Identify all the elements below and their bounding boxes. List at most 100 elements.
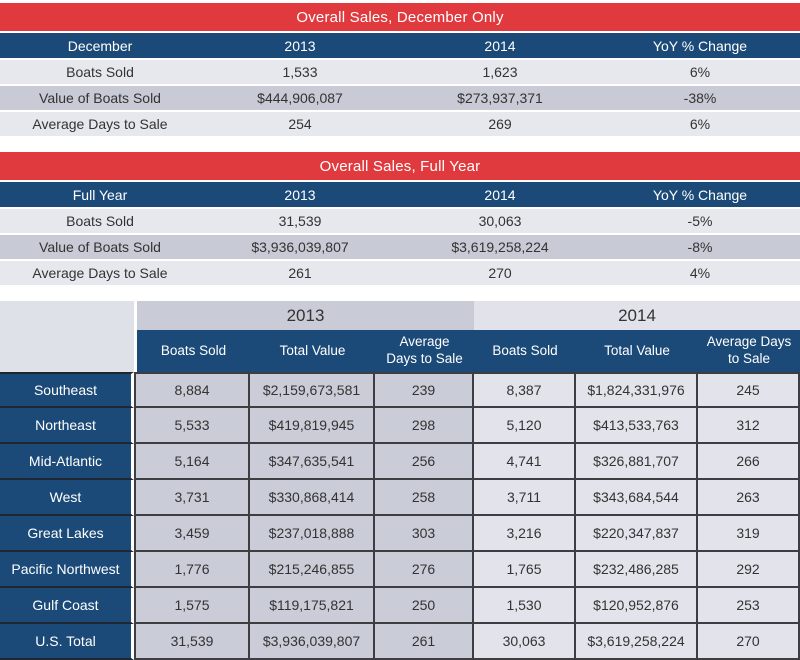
table-row: Value of Boats Sold $444,906,087 $273,937,… <box>0 86 800 110</box>
column-header-yoy: YoY % Change <box>652 186 748 203</box>
value-cell: 1,533 <box>282 64 318 80</box>
value-cell: -8% <box>687 239 713 255</box>
value-cell: 5,533 <box>134 408 250 444</box>
table-row: West 3,731 $330,868,414 258 3,711 $343,684,54… <box>0 480 800 516</box>
value-cell: 30,063 <box>474 624 576 660</box>
december-sales-table: Overall Sales, December Only December 20… <box>0 3 800 136</box>
column-header-boats-sold-2014: Boats Sold <box>492 342 558 358</box>
table-row: Great Lakes 3,459 $237,018,888 303 3,216 $220… <box>0 516 800 552</box>
value-cell: 6% <box>689 64 711 80</box>
value-cell: $330,868,414 <box>250 480 375 516</box>
value-cell: 5,120 <box>474 408 576 444</box>
table-row: Mid-Atlantic 5,164 $347,635,541 256 4,741 $32… <box>0 444 800 480</box>
table-row: Average Days to Sale 254 269 6% <box>0 112 800 136</box>
row-label: Value of Boats Sold <box>39 239 161 255</box>
value-cell: 266 <box>698 444 800 480</box>
region-label: Mid-Atlantic <box>0 444 134 480</box>
value-cell: 31,539 <box>278 213 322 229</box>
year-group-2014: 2014 <box>474 301 800 330</box>
regional-table-body: Southeast 8,884 $2,159,673,581 239 8,387 $1,8… <box>0 372 800 660</box>
december-table-header-row: December 2013 2014 YoY % Change <box>0 33 800 58</box>
full-year-table-body: Boats Sold 31,539 30,063 -5% Value of Boats … <box>0 209 800 285</box>
value-cell: 253 <box>698 588 800 624</box>
value-cell: 319 <box>698 516 800 552</box>
region-label: Gulf Coast <box>0 588 134 624</box>
full-year-table-header-row: Full Year 2013 2014 YoY % Change <box>0 182 800 207</box>
column-header-2013: 2013 <box>284 37 316 54</box>
full-year-table-title: Overall Sales, Full Year <box>0 152 800 180</box>
value-cell: $3,619,258,224 <box>451 239 549 255</box>
regional-column-header-row: Boats Sold Total Value Average Days to S… <box>0 330 800 372</box>
value-cell: $1,824,331,976 <box>576 372 698 408</box>
region-label: Great Lakes <box>0 516 134 552</box>
value-cell: $343,684,544 <box>576 480 698 516</box>
value-cell: $273,937,371 <box>457 90 543 106</box>
value-cell: 1,530 <box>474 588 576 624</box>
value-cell: 3,711 <box>474 480 576 516</box>
value-cell: 8,387 <box>474 372 576 408</box>
regional-sales-table: 2013 2014 Boats Sold Total Value Average… <box>0 301 800 660</box>
value-cell: -5% <box>687 213 713 229</box>
value-cell: 276 <box>375 552 474 588</box>
value-cell: 1,765 <box>474 552 576 588</box>
value-cell: 270 <box>698 624 800 660</box>
table-row: Boats Sold 31,539 30,063 -5% <box>0 209 800 233</box>
region-label: Northeast <box>0 408 134 444</box>
table-row: Average Days to Sale 261 270 4% <box>0 261 800 285</box>
column-header-yoy: YoY % Change <box>652 37 748 54</box>
value-cell: $237,018,888 <box>250 516 375 552</box>
column-header-boats-sold-2013: Boats Sold <box>160 342 227 358</box>
year-group-header-row: 2013 2014 <box>0 301 800 330</box>
region-label: U.S. Total <box>0 624 134 660</box>
value-cell: $413,533,763 <box>576 408 698 444</box>
column-header-avg-days-2014: Average Days to Sale <box>706 334 792 366</box>
value-cell: 4% <box>689 265 711 281</box>
value-cell: 31,539 <box>134 624 250 660</box>
value-cell: $220,347,837 <box>576 516 698 552</box>
value-cell: 30,063 <box>478 213 522 229</box>
value-cell: 256 <box>375 444 474 480</box>
december-table-body: Boats Sold 1,533 1,623 6% Value of Boats Sol… <box>0 60 800 136</box>
value-cell: 292 <box>698 552 800 588</box>
value-cell: 245 <box>698 372 800 408</box>
value-cell: 3,216 <box>474 516 576 552</box>
value-cell: 3,459 <box>134 516 250 552</box>
column-header-2014: 2014 <box>484 37 516 54</box>
row-label: Value of Boats Sold <box>39 90 161 106</box>
corner-cell <box>0 301 134 330</box>
column-header-avg-days-2013: Average Days to Sale <box>386 334 463 366</box>
value-cell: 254 <box>288 116 312 132</box>
value-cell: 270 <box>488 265 512 281</box>
row-label: Boats Sold <box>66 64 134 80</box>
table-row: Value of Boats Sold $3,936,039,807 $3,619,… <box>0 235 800 259</box>
value-cell: $120,952,876 <box>576 588 698 624</box>
value-cell: $347,635,541 <box>250 444 375 480</box>
value-cell: 8,884 <box>134 372 250 408</box>
column-header-total-value-2013: Total Value <box>279 342 346 358</box>
december-table-title: Overall Sales, December Only <box>0 3 800 31</box>
value-cell: 312 <box>698 408 800 444</box>
value-cell: 6% <box>689 116 711 132</box>
value-cell: 298 <box>375 408 474 444</box>
year-group-2013: 2013 <box>134 301 474 330</box>
value-cell: $326,881,707 <box>576 444 698 480</box>
value-cell: 303 <box>375 516 474 552</box>
value-cell: 258 <box>375 480 474 516</box>
value-cell: $232,486,285 <box>576 552 698 588</box>
table-row: Boats Sold 1,533 1,623 6% <box>0 60 800 84</box>
column-header-full-year: Full Year <box>72 186 128 203</box>
value-cell: 1,776 <box>134 552 250 588</box>
column-header-2014: 2014 <box>484 186 516 203</box>
value-cell: 5,164 <box>134 444 250 480</box>
table-row: Gulf Coast 1,575 $119,175,821 250 1,530 $120,… <box>0 588 800 624</box>
column-header-total-value-2014: Total Value <box>604 342 670 358</box>
table-row: Southeast 8,884 $2,159,673,581 239 8,387 $1,8… <box>0 372 800 408</box>
table-row: U.S. Total 31,539 $3,936,039,807 261 30,063 $… <box>0 624 800 660</box>
row-label: Average Days to Sale <box>32 116 168 132</box>
value-cell: 250 <box>375 588 474 624</box>
row-label: Boats Sold <box>66 213 134 229</box>
value-cell: $215,246,855 <box>250 552 375 588</box>
regional-column-headers: Boats Sold Total Value Average Days to S… <box>134 330 800 372</box>
value-cell: $444,906,087 <box>257 90 343 106</box>
